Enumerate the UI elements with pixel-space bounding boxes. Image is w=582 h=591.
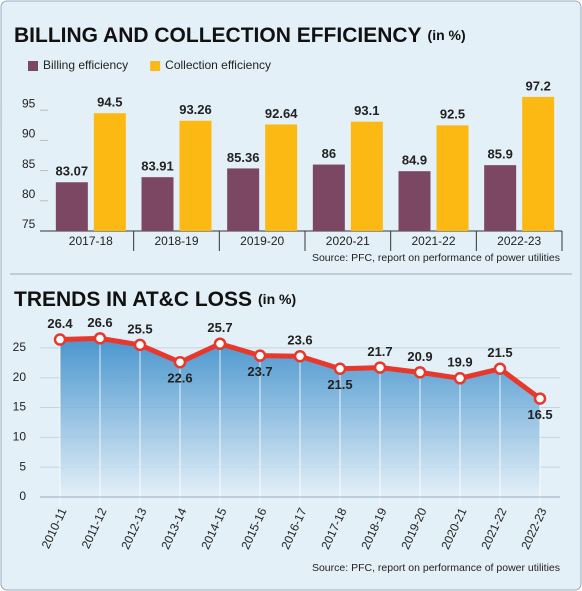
value-label: 92.64 bbox=[265, 106, 298, 121]
bar bbox=[227, 168, 260, 231]
bar bbox=[522, 96, 555, 231]
title-text: TRENDS IN AT&C LOSS bbox=[14, 288, 252, 311]
value-label: 19.9 bbox=[447, 355, 472, 370]
source: Source: PFC, report on performance of po… bbox=[312, 562, 560, 574]
x-tick-label: 2017-18 bbox=[69, 234, 113, 248]
marker bbox=[93, 332, 107, 345]
legend-label: Billing efficiency bbox=[43, 58, 128, 72]
value-label: 92.5 bbox=[440, 107, 465, 122]
value-label: 26.4 bbox=[47, 316, 73, 331]
y-tick-label: 85 bbox=[22, 157, 36, 171]
marker bbox=[293, 349, 307, 363]
x-tick-label: 2021-22 bbox=[411, 234, 455, 248]
bar bbox=[436, 125, 469, 231]
value-label: 16.5 bbox=[527, 407, 552, 422]
marker bbox=[413, 366, 427, 379]
bar bbox=[350, 121, 383, 231]
value-label: 25.7 bbox=[207, 320, 232, 335]
value-label: 21.5 bbox=[327, 377, 352, 392]
marker bbox=[533, 392, 547, 405]
y-tick-label: 75 bbox=[22, 217, 36, 231]
title-unit: (in %) bbox=[428, 27, 466, 43]
value-label: 85.9 bbox=[488, 147, 513, 162]
bar bbox=[265, 124, 298, 231]
value-label: 21.7 bbox=[367, 344, 392, 359]
bar bbox=[484, 165, 517, 231]
y-tick-label: 25 bbox=[13, 340, 27, 354]
chart-title: BILLING AND COLLECTION EFFICIENCY (in %) bbox=[14, 24, 466, 47]
value-label: 25.5 bbox=[127, 321, 152, 336]
y-tick-label: 15 bbox=[13, 400, 27, 414]
value-label: 83.91 bbox=[141, 159, 174, 174]
bar bbox=[55, 182, 88, 231]
y-tick-label: 95 bbox=[22, 96, 36, 110]
y-tick-label: 80 bbox=[22, 187, 36, 201]
value-label: 94.5 bbox=[97, 95, 122, 110]
value-label: 85.36 bbox=[227, 150, 260, 165]
x-tick-label: 2018-19 bbox=[154, 234, 198, 248]
bar bbox=[312, 164, 345, 231]
x-tick-label: 2022-23 bbox=[497, 234, 541, 248]
marker bbox=[493, 362, 507, 376]
value-label: 26.6 bbox=[87, 315, 112, 330]
marker bbox=[213, 337, 227, 350]
legend-label: Collection efficiency bbox=[165, 58, 271, 72]
marker bbox=[53, 333, 67, 346]
y-tick-label: 10 bbox=[13, 430, 27, 444]
y-tick-label: 0 bbox=[19, 489, 26, 503]
marker bbox=[453, 372, 467, 385]
x-tick-label: 2020-21 bbox=[326, 234, 370, 248]
value-label: 20.9 bbox=[407, 349, 432, 364]
marker bbox=[333, 362, 347, 376]
title-text: BILLING AND COLLECTION EFFICIENCY bbox=[14, 24, 422, 47]
value-label: 93.1 bbox=[354, 103, 379, 118]
value-label: 93.26 bbox=[179, 102, 212, 117]
value-label: 83.07 bbox=[56, 164, 89, 179]
x-tick-label: 2019-20 bbox=[240, 234, 284, 248]
value-label: 84.9 bbox=[402, 153, 427, 168]
value-label: 23.7 bbox=[247, 364, 272, 379]
value-label: 97.2 bbox=[526, 78, 551, 93]
value-label: 86 bbox=[322, 146, 336, 161]
y-tick-label: 20 bbox=[13, 370, 27, 384]
bar bbox=[93, 113, 126, 231]
marker bbox=[173, 355, 187, 369]
marker bbox=[373, 361, 387, 374]
marker bbox=[133, 338, 147, 352]
chart-title: TRENDS IN AT&C LOSS (in %) bbox=[14, 288, 296, 311]
y-tick-label: 90 bbox=[22, 127, 36, 141]
bar bbox=[179, 120, 212, 231]
marker bbox=[253, 349, 267, 362]
y-tick-label: 5 bbox=[19, 459, 26, 473]
value-label: 21.5 bbox=[487, 345, 512, 360]
legend-swatch bbox=[150, 61, 161, 71]
bar bbox=[141, 177, 174, 231]
value-label: 22.6 bbox=[167, 371, 192, 386]
bar bbox=[398, 171, 431, 231]
title-unit: (in %) bbox=[258, 291, 296, 307]
value-label: 23.6 bbox=[287, 333, 312, 348]
legend-swatch bbox=[28, 61, 38, 71]
source: Source: PFC, report on performance of po… bbox=[312, 252, 560, 264]
